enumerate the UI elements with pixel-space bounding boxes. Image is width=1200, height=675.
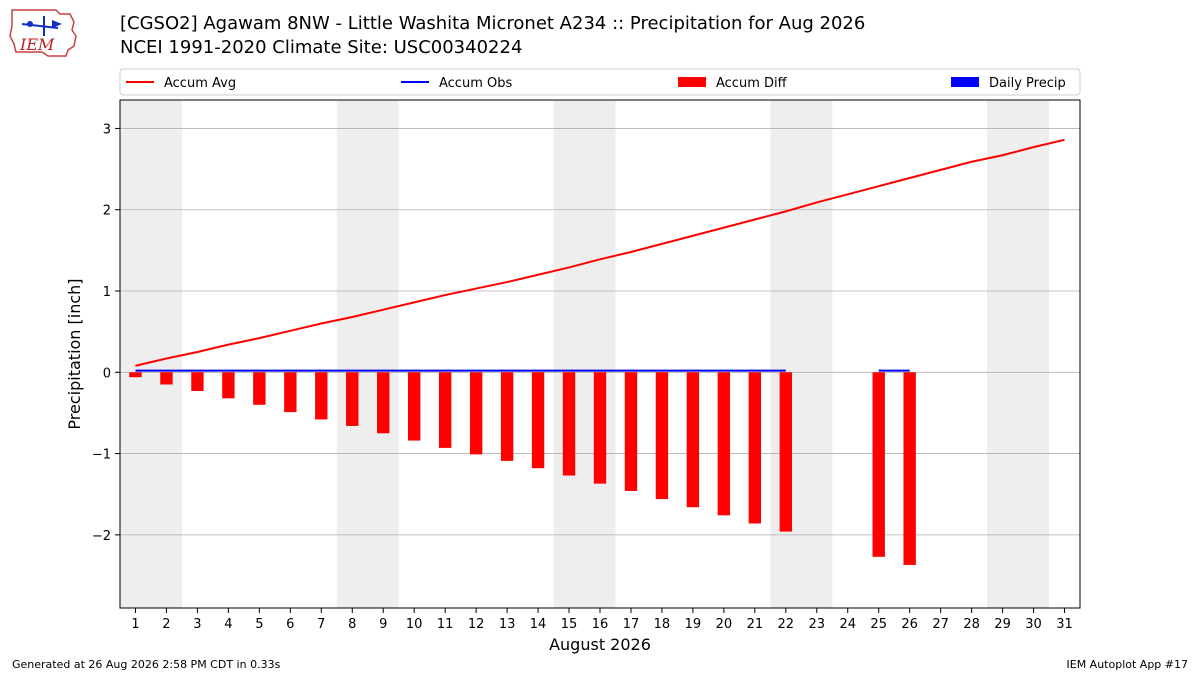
x-tick-label: 20 [716,617,733,632]
x-tick-label: 4 [224,617,232,632]
weekend-shade-4 [987,100,1050,608]
accum-diff-bar [129,372,142,378]
accum-diff-bar [531,372,545,469]
accum-diff-bar [222,372,235,399]
legend: Accum Avg Accum Obs Accum Diff Daily Precip [119,68,1081,96]
accum-diff-bar [717,372,731,516]
accum-diff-bar [191,372,204,391]
y-tick-label: 0 [103,366,111,381]
footer-app: IEM Autoplot App #17 [1066,658,1189,671]
legend-label-2: Accum Diff [716,76,788,91]
x-tick-label: 21 [747,617,764,632]
y-axis-label: Precipitation [inch] [65,278,84,429]
weekend-shading [120,100,1050,608]
chart-subtitle: NCEI 1991-2020 Climate Site: USC00340224 [120,37,523,58]
x-tick-label: 14 [530,617,547,632]
plot-frame [119,99,1081,609]
accum-diff-bar [903,372,916,565]
accum-diff-bar [624,372,638,491]
x-tick-label: 30 [1025,617,1042,632]
accum-diff-bar [377,372,390,434]
weekend-shade-1 [336,100,399,608]
y-tick-label: −1 [92,448,111,463]
accum-avg-line [135,138,1065,367]
accum-diff-bar [408,372,421,441]
x-tick-label: 12 [468,617,485,632]
accum-diff-bar [315,372,328,420]
x-tick-label: 27 [932,617,949,632]
y-tick-label: 2 [103,204,111,219]
accum-diff-bar [284,372,297,413]
x-tick-label: 26 [901,617,918,632]
x-tick-label: 22 [778,617,795,632]
logo-text: IEM [19,35,55,54]
x-tick-label: 9 [379,617,387,632]
accum-diff-bar [779,372,792,532]
accum-diff-bar [500,372,514,461]
accum-diff-bar [469,372,483,455]
x-tick-label: 2 [162,617,170,632]
x-tick-label: 10 [406,617,423,632]
legend-label-3: Daily Precip [989,76,1066,91]
legend-box [119,68,1081,96]
x-tick-label: 17 [623,617,640,632]
weekend-shade-3 [770,100,833,608]
legend-label-1: Accum Obs [439,76,512,91]
y-tick-label: −2 [92,529,111,544]
x-tick-label: 15 [561,617,578,632]
accum-diff-bar [686,372,700,508]
y-tick-label: 3 [103,122,111,137]
x-tick-label: 13 [499,617,516,632]
chart-title: [CGSO2] Agawam 8NW - Little Washita Micr… [120,13,866,34]
series-lines [135,138,1065,372]
x-tick-label: 18 [654,617,671,632]
x-tick-label: 28 [963,617,980,632]
accum-diff-bar [655,372,669,500]
weekend-shade-0 [120,100,182,608]
x-tick-label: 16 [592,617,609,632]
y-tick-label: 1 [103,285,111,300]
accum-diff-bars [129,372,916,565]
x-tick-label: 29 [994,617,1011,632]
x-tick-label: 7 [317,617,325,632]
x-tick-label: 31 [1056,617,1073,632]
iem-logo-icon: IEM [9,9,77,57]
x-tick-label: 19 [685,617,702,632]
accum-diff-bar [562,372,576,476]
footer-generated: Generated at 26 Aug 2026 2:58 PM CDT in … [12,658,281,671]
x-tick-label: 8 [348,617,356,632]
accum-diff-bar [872,372,885,557]
x-tick-label: 3 [193,617,201,632]
x-tick-label: 1 [131,617,139,632]
accum-diff-bar [346,372,359,426]
accum-diff-bar [748,372,762,524]
x-tick-label: 6 [286,617,294,632]
gridlines [120,128,1080,536]
legend-label-0: Accum Avg [164,76,236,91]
x-tick-label: 11 [437,617,454,632]
x-tick-label: 24 [839,617,856,632]
accum-diff-bar [593,372,607,484]
accum-diff-bar [253,372,266,405]
legend-swatch-3 [951,77,979,87]
x-tick-label: 5 [255,617,263,632]
x-tick-label: 25 [870,617,887,632]
x-axis-label: August 2026 [549,635,651,654]
x-tick-label: 23 [809,617,826,632]
legend-swatch-2 [678,77,706,87]
accum-diff-bar [438,372,452,448]
weekend-shade-2 [553,100,616,608]
accum-diff-bar [160,372,173,385]
